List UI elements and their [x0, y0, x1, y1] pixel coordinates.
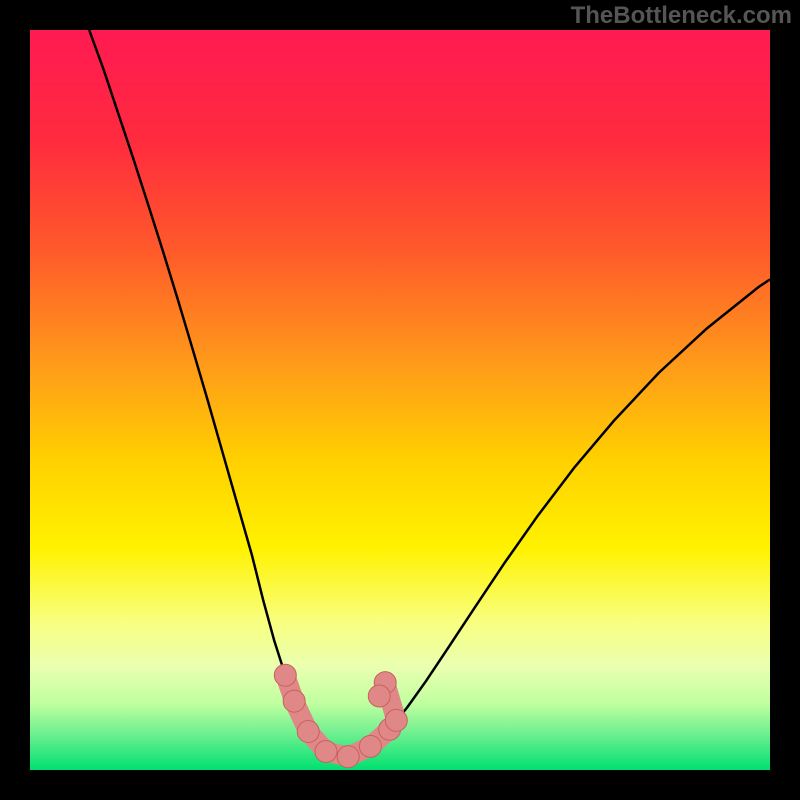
data-marker — [315, 741, 337, 763]
data-marker — [385, 709, 407, 731]
data-marker — [297, 721, 319, 743]
bottleneck-curve-chart — [0, 0, 800, 800]
data-marker — [368, 685, 390, 707]
plot-background — [30, 30, 770, 770]
data-marker — [337, 746, 359, 768]
data-marker — [274, 664, 296, 686]
data-marker — [283, 690, 305, 712]
watermark-text: TheBottleneck.com — [571, 2, 792, 30]
data-marker — [359, 735, 381, 757]
chart-container: TheBottleneck.com — [0, 0, 800, 800]
